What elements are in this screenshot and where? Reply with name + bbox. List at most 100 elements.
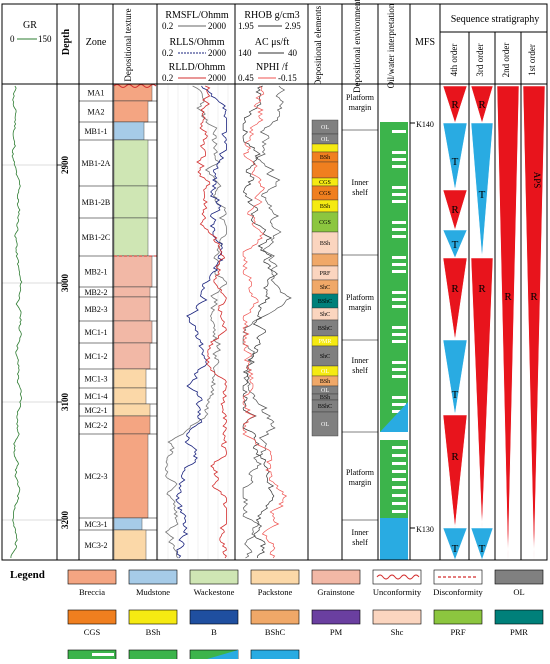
legend-label: PM [330, 627, 343, 637]
depth-tick-label: 3100 [60, 393, 70, 412]
depth-tick-label: 2900 [60, 156, 70, 175]
legend-swatch-mudstone [128, 569, 178, 585]
poor-oil-stripe [392, 200, 406, 203]
legend-unconformity-line [376, 574, 420, 580]
nphi-max: -0.15 [278, 73, 297, 83]
element-label: CGS [319, 180, 331, 186]
element-label: BSh [320, 379, 330, 385]
ac-curve [242, 85, 292, 559]
seq-label: T [479, 543, 486, 555]
ac-min: 140 [238, 48, 252, 58]
seq-label: R [530, 291, 538, 303]
element-label: ShC [320, 285, 330, 291]
seq3-t [470, 122, 494, 259]
element-block [311, 253, 339, 267]
element-label: OL [321, 369, 329, 375]
texture-block-packstone [113, 368, 147, 389]
seq-label: R [451, 204, 459, 216]
zone-label: MB1-2A [82, 159, 111, 168]
seq4-t [442, 229, 468, 259]
elements-label: Depositional elements [313, 5, 323, 86]
poor-oil-stripe [392, 193, 406, 196]
legend-label: BSh [146, 627, 161, 637]
zone-label: MB2-2 [84, 288, 107, 297]
legend-label: Shc [391, 627, 404, 637]
texture-block-packstone [113, 387, 147, 405]
poor-oil-stripe [392, 151, 406, 154]
seq-label: T [452, 156, 459, 168]
rhob-label: RHOB g/cm3 [244, 10, 299, 21]
poor-oil-stripe [392, 340, 406, 343]
poor-oil-stripe [392, 326, 406, 329]
legend-swatch-packstone [250, 569, 300, 585]
element-label: ShC [320, 312, 330, 318]
seq4-t [442, 339, 468, 416]
legend-swatch-water [250, 649, 300, 664]
legend-swatch-bshc [250, 609, 300, 625]
element-label: OL [321, 422, 329, 428]
mfs-label: K140 [416, 120, 434, 129]
depth-tick-label: 3200 [60, 511, 70, 530]
element-block [311, 143, 339, 153]
texture-block-grainstone [113, 255, 153, 288]
seq4-r [442, 85, 468, 124]
ac-max: 40 [288, 48, 298, 58]
water-zone [380, 518, 408, 560]
seq-label: R [478, 283, 486, 295]
legend-label: BShC [265, 627, 286, 637]
texture-block-grainstone [113, 286, 151, 298]
zone-label: MC1-2 [84, 352, 107, 361]
poor-oil-stripe [392, 396, 406, 399]
environment-label: margin [349, 103, 372, 112]
legend-label: PMR [510, 627, 528, 637]
oil-water-wedge [380, 402, 408, 432]
legend-swatch-shc [372, 609, 422, 625]
environment-label: margin [349, 303, 372, 312]
seq4-r [442, 189, 468, 231]
environment-label: margin [349, 478, 372, 487]
poor-oil-stripe [392, 158, 406, 161]
poor-oil-stripe [392, 298, 406, 301]
rlld-min: 0.2 [162, 73, 173, 83]
element-label: CGS [319, 220, 331, 226]
nphi-label: NPHI /f [256, 62, 289, 73]
order3-label: 3rd order [475, 43, 485, 76]
depth-tick-label: 3000 [60, 274, 70, 293]
legend-label: B [211, 627, 217, 637]
seq-label: R [451, 283, 459, 295]
rhob-max: 2.95 [285, 21, 301, 31]
element-label: BSh [320, 204, 330, 210]
legend-label: Grainstone [317, 587, 355, 597]
element-label: OL [321, 125, 329, 131]
element-block [311, 161, 339, 179]
legend-poor-oil-stripe [92, 653, 114, 656]
seq-label-aps: APS [532, 172, 542, 189]
legend-label: Packstone [258, 587, 293, 597]
element-label: PRF [320, 271, 331, 277]
plot-body: 2900 3000 3100 3200 MA1 MA2 MB1-1 MB1-2A MB1-2B M… [2, 84, 546, 560]
poor-oil-stripe [392, 502, 406, 505]
seq-label: R [451, 99, 459, 111]
poor-oil-stripe [392, 361, 406, 364]
rlls-label: RLLS/Ohmm [169, 37, 224, 48]
poor-oil-stripe [392, 410, 406, 413]
poor-oil-stripe [392, 305, 406, 308]
texture-block-breccia [113, 415, 151, 435]
ac-label: AC μs/ft [255, 37, 290, 48]
legend-label: Mudstone [136, 587, 170, 597]
texture-block-grainstone [113, 342, 151, 370]
poor-oil-stripe [392, 221, 406, 224]
mfs-label: MFS [415, 37, 435, 48]
zone-label: MB1-1 [84, 127, 107, 136]
environment-label: shelf [352, 366, 368, 375]
rmsfl-label: RMSFL/Ohmm [165, 10, 229, 21]
legend-swatch-bsh [128, 609, 178, 625]
legend-label: OL [513, 587, 524, 597]
poor-oil-stripe [392, 486, 406, 489]
element-label: CGS [319, 191, 331, 197]
legend-label: Unconformity [373, 587, 422, 597]
legend-title: Legend [10, 569, 45, 581]
rlls-curve [175, 85, 227, 559]
rmsfl-min: 0.2 [162, 21, 173, 31]
